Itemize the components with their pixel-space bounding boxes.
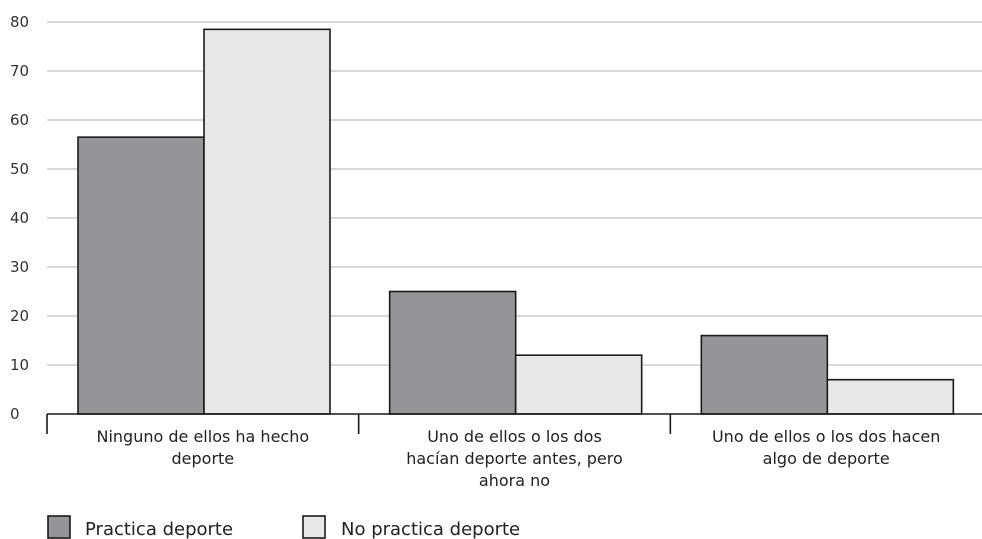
y-tick-label-0: 0	[10, 405, 20, 423]
legend-label-practica: Practica deporte	[85, 519, 233, 539]
x-axis	[46, 413, 982, 434]
x-category-label-3-line-1: Uno de ellos o los dos hacen	[712, 427, 940, 446]
bar-no-practica-cat-3	[826, 378, 955, 415]
bar-no-practica-cat-2	[514, 354, 643, 415]
y-tick-label-50: 50	[10, 160, 29, 178]
category-labels: Ninguno de ellos ha hecho deporte Uno de e…	[97, 427, 941, 490]
bar-practica-cat-3	[700, 334, 829, 415]
legend-swatch-no-practica	[302, 515, 326, 539]
x-category-label-1: Ninguno de ellos ha hecho deporte	[97, 427, 310, 468]
y-tick-label-30: 30	[10, 258, 29, 276]
bar-practica-cat-1	[77, 136, 205, 415]
bar-practica-cat-2	[388, 290, 517, 415]
legend: Practica deporte No practica deporte	[47, 515, 520, 539]
x-category-label-3: Uno de ellos o los dos hacen algo de depo…	[712, 427, 940, 468]
y-tick-label-40: 40	[10, 209, 29, 227]
legend-swatch-practica	[47, 515, 71, 539]
legend-label-no-practica: No practica deporte	[341, 519, 520, 539]
y-axis-tick-labels: 0 10 20 30 40 50 60 70 80	[10, 13, 29, 423]
y-tick-label-60: 60	[10, 111, 29, 129]
x-category-label-1-line-1: Ninguno de ellos ha hecho	[97, 427, 310, 446]
y-tick-label-10: 10	[10, 356, 29, 374]
x-category-label-2-line-2: hacían deporte antes, pero	[406, 449, 623, 468]
y-tick-label-80: 80	[10, 13, 29, 31]
y-tick-label-20: 20	[10, 307, 29, 325]
x-category-label-1-line-2: deporte	[172, 449, 235, 468]
x-category-label-2-line-1: Uno de ellos o los dos	[427, 427, 602, 446]
bar-no-practica-cat-1	[203, 28, 331, 415]
bars	[77, 28, 955, 415]
x-category-label-2: Uno de ellos o los dos hacían deporte ant…	[406, 427, 623, 490]
x-category-label-2-line-3: ahora no	[479, 471, 550, 490]
y-tick-label-70: 70	[10, 62, 29, 80]
x-category-label-3-line-2: algo de deporte	[763, 449, 890, 468]
